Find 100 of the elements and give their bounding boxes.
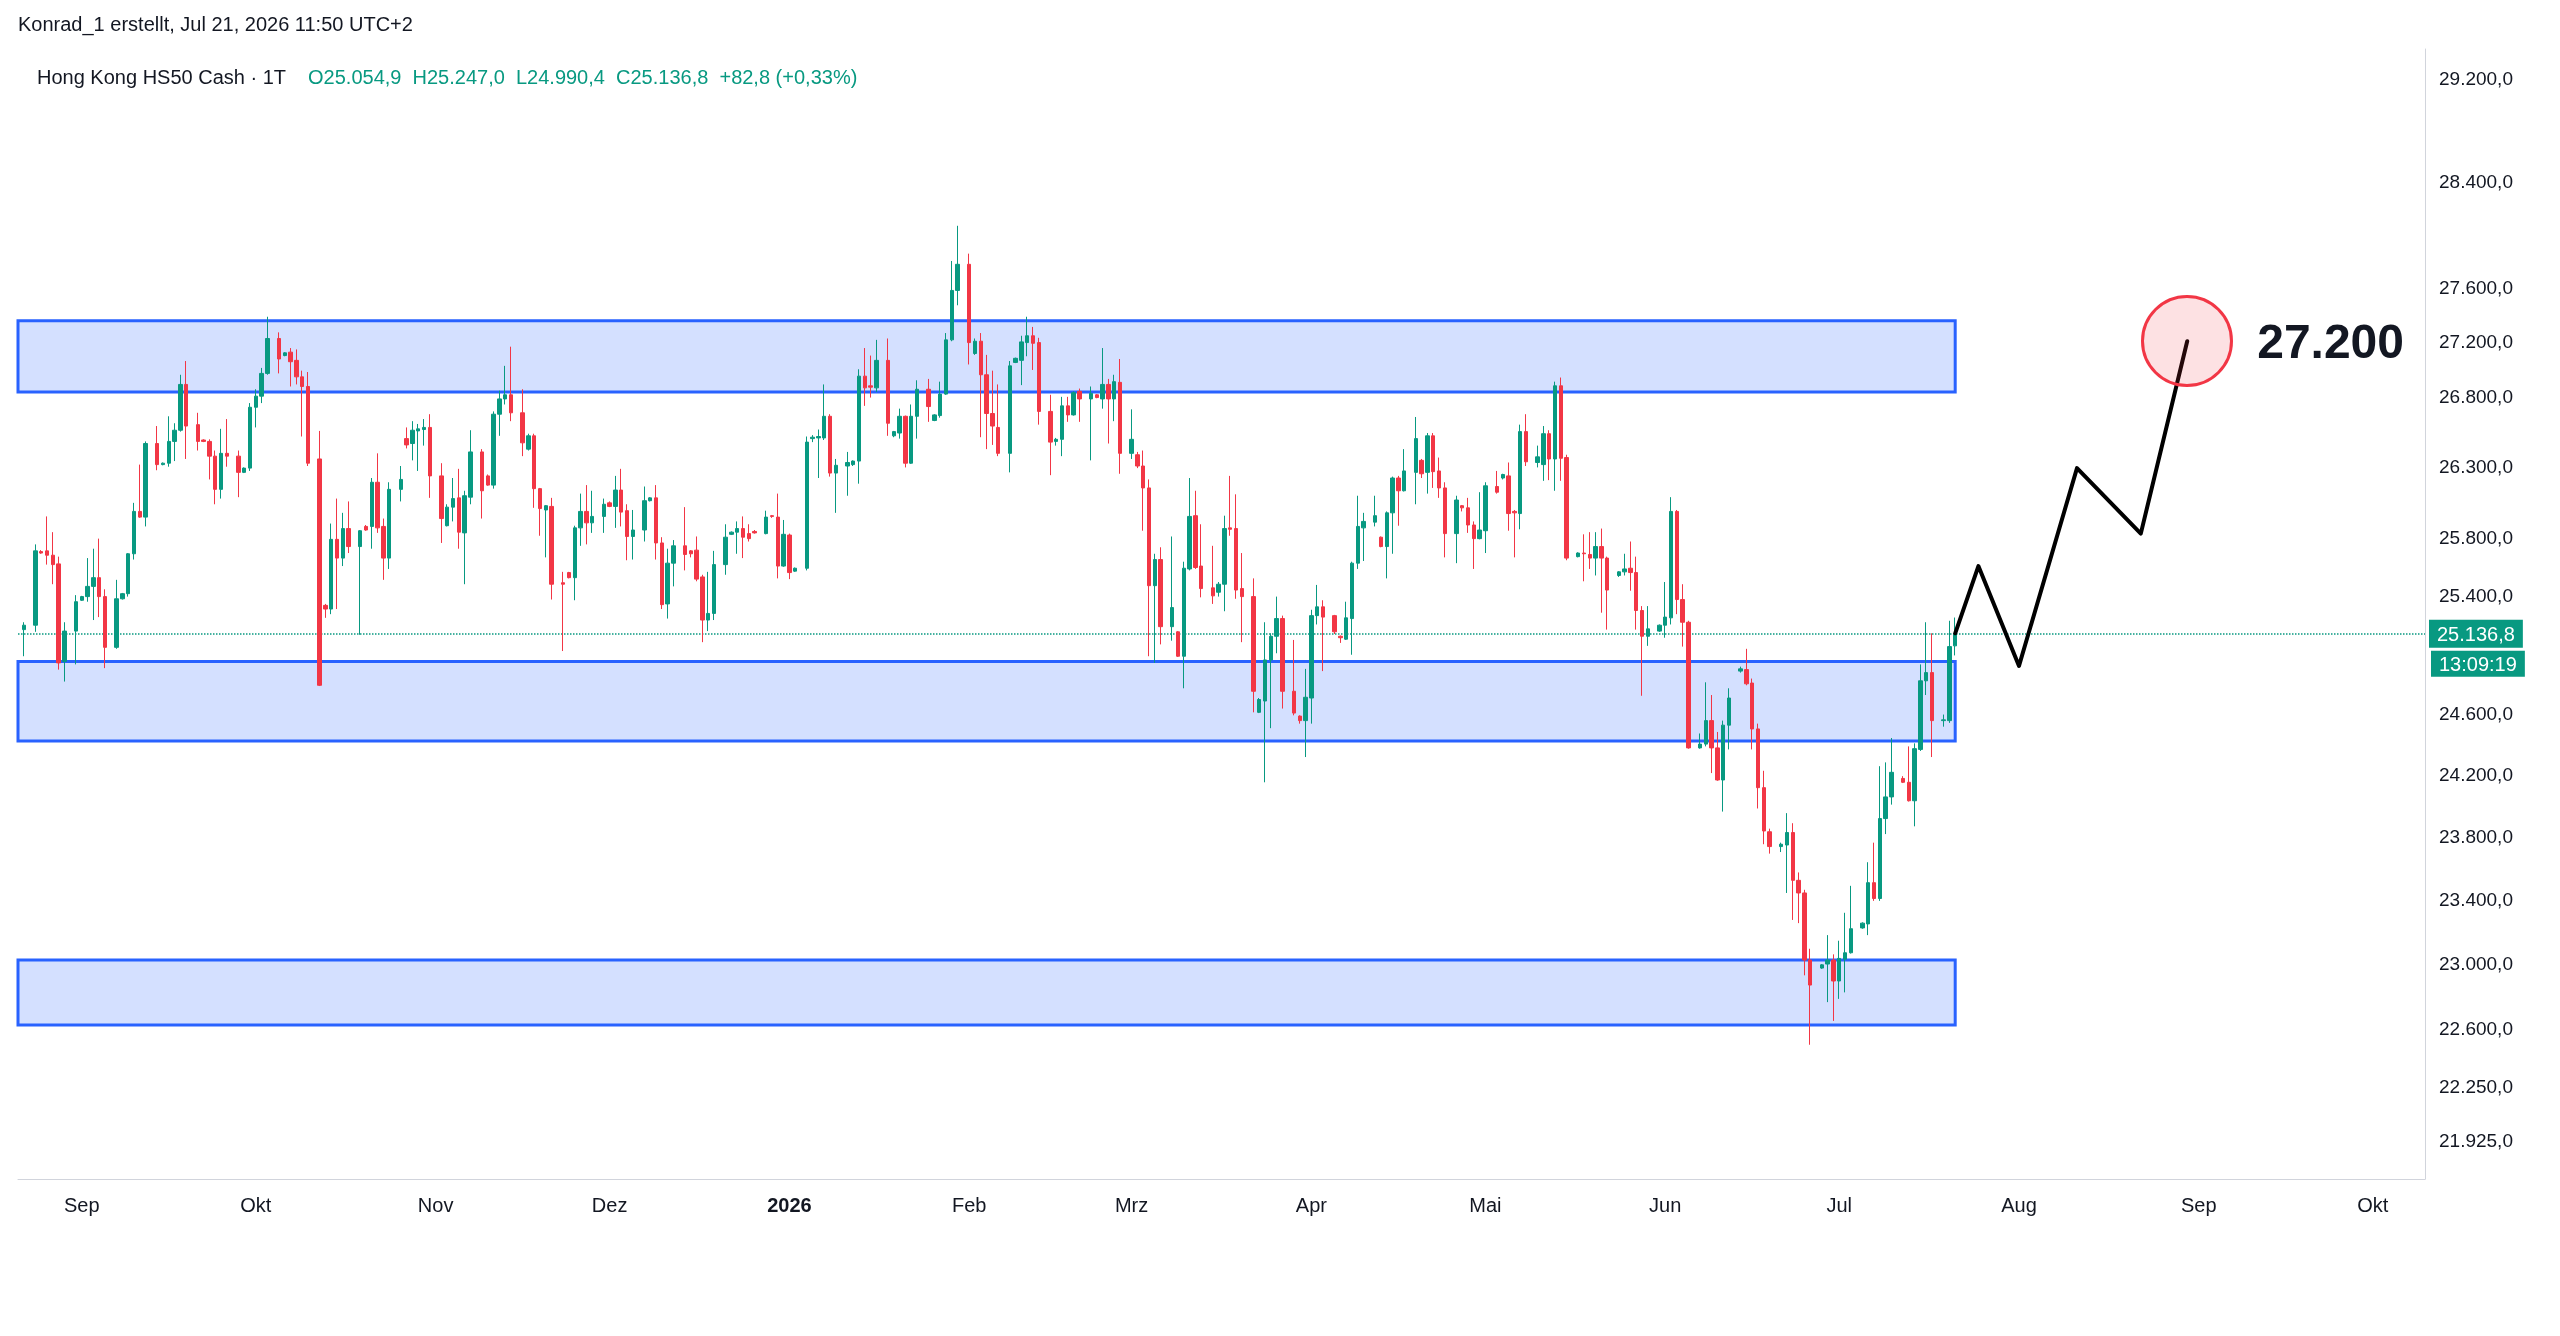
candlestick <box>549 497 554 601</box>
y-tick-label: 27.600,0 <box>2439 276 2513 298</box>
candlestick <box>654 484 658 561</box>
candlestick <box>1414 416 1418 505</box>
x-tick-label: Mai <box>1469 1194 1502 1216</box>
x-tick-label: Mrz <box>1114 1194 1149 1216</box>
x-tick-label: Okt <box>240 1194 272 1216</box>
candlestick <box>1704 681 1708 747</box>
candlestick <box>428 413 432 499</box>
candlestick <box>248 402 252 472</box>
candlestick <box>1211 545 1215 605</box>
candlestick <box>526 433 531 452</box>
y-tick-label: 23.000,0 <box>2439 952 2513 974</box>
candlestick <box>1640 605 1644 697</box>
candlestick <box>1495 470 1499 495</box>
line-series <box>1953 339 2190 668</box>
candlestick <box>1095 393 1099 399</box>
candlestick <box>1460 504 1464 512</box>
candlestick <box>1257 697 1261 714</box>
candlestick <box>306 371 310 467</box>
x-tick-label: Sep <box>64 1194 100 1216</box>
candlestick <box>480 448 484 520</box>
candlestick <box>706 571 710 632</box>
candlestick <box>1779 842 1783 853</box>
candlestick <box>1466 497 1470 534</box>
candlestick <box>712 550 716 621</box>
candlestick <box>1089 385 1093 461</box>
y-tick-label: 26.300,0 <box>2439 455 2513 477</box>
candlestick <box>561 571 565 652</box>
text: 13:09:19 <box>2439 652 2517 675</box>
y-tick-label: 25.400,0 <box>2439 584 2513 606</box>
candlestick <box>805 436 809 571</box>
candlestick <box>1582 533 1586 582</box>
candlestick <box>926 378 931 423</box>
candlestick <box>538 487 542 537</box>
candlestick <box>329 523 333 615</box>
candlestick <box>1008 360 1012 473</box>
candlestick <box>39 549 43 555</box>
candlestick <box>1727 687 1731 750</box>
y-tick-label: 29.200,0 <box>2439 67 2513 89</box>
y-tick-label: 24.200,0 <box>2439 764 2513 786</box>
candlestick <box>1872 842 1876 902</box>
x-tick-label: Dez <box>591 1194 628 1216</box>
candlestick <box>1298 714 1302 725</box>
candlestick <box>1588 531 1592 570</box>
candlestick <box>1547 429 1551 481</box>
candlestick <box>793 567 797 573</box>
x-tick-label: Jul <box>1826 1194 1852 1216</box>
candlestick <box>509 346 513 422</box>
x-tick-label: Jun <box>1649 1194 1682 1216</box>
candlestick <box>915 379 919 440</box>
candlestick <box>544 504 548 558</box>
x-tick-label: Sep <box>2181 1194 2217 1216</box>
candlestick <box>155 425 159 471</box>
candlestick <box>1251 577 1256 713</box>
candlestick <box>451 477 455 522</box>
candlestick <box>422 418 426 447</box>
candlestick <box>1901 775 1905 784</box>
candlestick <box>1907 745 1911 803</box>
candlestick <box>1721 720 1725 813</box>
candlestick <box>1454 495 1459 564</box>
candlestick <box>346 500 351 554</box>
candlestick <box>277 331 281 374</box>
candlestick <box>1930 632 1934 758</box>
candlestick <box>741 515 745 559</box>
candlestick <box>1843 912 1847 993</box>
candlestick <box>1158 546 1163 645</box>
candlestick <box>236 450 241 498</box>
candlestick <box>619 468 623 527</box>
candlestick <box>1669 496 1673 625</box>
candlestick <box>1321 599 1325 672</box>
candlestick <box>1837 940 1841 1000</box>
candlestick <box>967 253 971 365</box>
candlestick <box>1419 458 1424 479</box>
candlestick <box>1031 326 1035 371</box>
candlestick <box>1280 615 1285 710</box>
candlestick <box>607 500 612 508</box>
candlestick <box>613 475 618 529</box>
candlestick <box>1472 520 1476 570</box>
candlestick <box>97 538 101 618</box>
candlestick <box>1593 531 1598 576</box>
candlestick <box>631 509 635 561</box>
candlestick <box>33 543 38 633</box>
candlestick <box>1100 347 1105 410</box>
candlestick <box>1738 666 1743 674</box>
candlestick <box>439 462 444 544</box>
candlestick <box>1437 457 1441 499</box>
x-tick-label: Feb <box>951 1194 987 1216</box>
candlestick <box>1831 953 1836 1022</box>
candlestick <box>335 498 339 610</box>
x-tick-label: Aug <box>2001 1194 2037 1216</box>
y-tick-label: 23.400,0 <box>2439 888 2513 910</box>
candlestick <box>723 523 728 576</box>
candlestick <box>486 473 490 487</box>
y-tick-label: 22.600,0 <box>2439 1017 2513 1039</box>
candlestick <box>1292 639 1296 716</box>
annotation: 27.200 <box>2257 314 2405 368</box>
candlestick <box>1756 723 1760 809</box>
candlestick <box>457 468 461 550</box>
y-tick-label: 23.800,0 <box>2439 825 2513 847</box>
